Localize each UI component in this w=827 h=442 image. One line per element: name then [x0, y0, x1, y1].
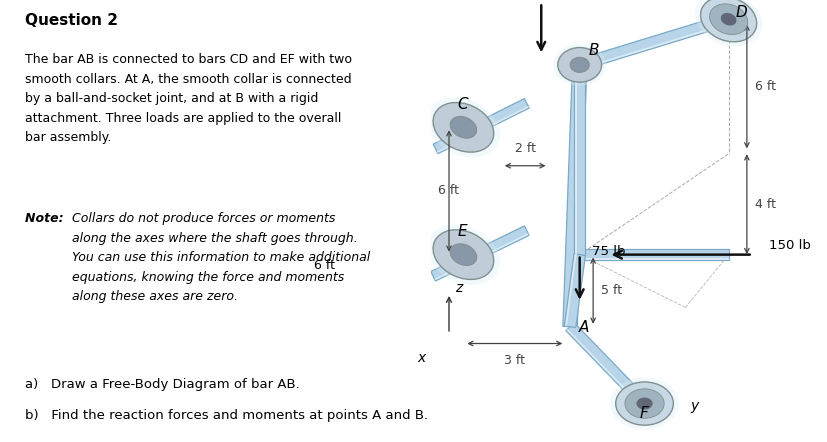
Text: D: D	[736, 5, 748, 20]
Text: z: z	[455, 281, 462, 295]
Ellipse shape	[553, 44, 606, 86]
Ellipse shape	[610, 377, 679, 430]
Ellipse shape	[695, 0, 762, 46]
Text: B: B	[588, 43, 599, 58]
Ellipse shape	[625, 389, 664, 418]
Text: Collars do not produce forces or moments
along the axes where the shaft goes thr: Collars do not produce forces or moments…	[73, 212, 370, 303]
Text: Note:: Note:	[25, 212, 68, 225]
Text: 6 ft: 6 ft	[438, 184, 459, 198]
Polygon shape	[580, 258, 729, 259]
Ellipse shape	[637, 397, 653, 410]
Text: A: A	[579, 320, 589, 335]
Text: E: E	[457, 225, 467, 240]
Ellipse shape	[710, 4, 748, 34]
Text: The bar AB is connected to bars CD and EF with two
smooth collars. At A, the smo: The bar AB is connected to bars CD and E…	[25, 53, 351, 144]
Polygon shape	[566, 323, 648, 408]
Text: 4 ft: 4 ft	[755, 198, 776, 211]
Ellipse shape	[450, 244, 476, 266]
Polygon shape	[437, 106, 528, 153]
Ellipse shape	[427, 97, 500, 157]
Text: y: y	[691, 399, 699, 413]
Text: 150 lb: 150 lb	[769, 240, 811, 252]
Polygon shape	[565, 254, 576, 326]
Text: 75 lb: 75 lb	[591, 245, 625, 258]
Ellipse shape	[427, 225, 500, 285]
Text: 2 ft: 2 ft	[514, 142, 536, 155]
Ellipse shape	[570, 57, 590, 72]
Text: F: F	[640, 406, 648, 421]
Polygon shape	[581, 22, 730, 69]
Polygon shape	[580, 249, 729, 260]
Polygon shape	[566, 329, 643, 407]
Polygon shape	[434, 233, 528, 280]
Ellipse shape	[557, 48, 601, 82]
Text: 6 ft: 6 ft	[755, 80, 776, 93]
Text: 3 ft: 3 ft	[504, 354, 525, 367]
Ellipse shape	[433, 103, 494, 152]
Ellipse shape	[450, 116, 476, 138]
Text: C: C	[457, 97, 468, 112]
Polygon shape	[578, 14, 730, 70]
Polygon shape	[574, 65, 586, 327]
Polygon shape	[433, 99, 529, 154]
Text: 5 ft: 5 ft	[601, 284, 623, 297]
Text: x: x	[417, 351, 425, 365]
Text: a)   Draw a Free-Body Diagram of bar AB.: a) Draw a Free-Body Diagram of bar AB.	[25, 378, 299, 391]
Ellipse shape	[433, 230, 494, 279]
Text: 6 ft: 6 ft	[314, 259, 335, 271]
Ellipse shape	[700, 0, 757, 42]
Text: Question 2: Question 2	[25, 13, 117, 28]
Polygon shape	[564, 254, 586, 328]
Polygon shape	[431, 226, 529, 281]
Polygon shape	[574, 65, 586, 255]
Text: b)   Find the reaction forces and moments at points A and B.: b) Find the reaction forces and moments …	[25, 409, 428, 422]
Ellipse shape	[721, 13, 737, 26]
Polygon shape	[563, 65, 587, 327]
Polygon shape	[575, 65, 576, 255]
Ellipse shape	[616, 382, 673, 425]
